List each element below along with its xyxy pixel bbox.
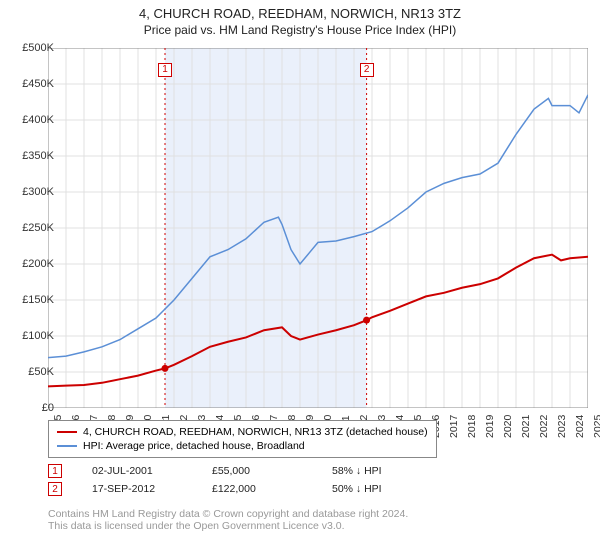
event-badge: 2: [48, 482, 62, 496]
y-tick-label: £100K: [22, 330, 54, 342]
event-date: 17-SEP-2012: [92, 483, 182, 495]
y-tick-label: £0: [42, 402, 54, 414]
x-tick-label: 2019: [484, 415, 496, 438]
y-tick-label: £400K: [22, 114, 54, 126]
y-tick-label: £450K: [22, 78, 54, 90]
y-tick-label: £50K: [28, 366, 54, 378]
x-tick-label: 2017: [448, 415, 460, 438]
legend-label: 4, CHURCH ROAD, REEDHAM, NORWICH, NR13 3…: [83, 426, 428, 438]
x-tick-label: 2020: [502, 415, 514, 438]
event-delta: 58% ↓ HPI: [332, 465, 422, 477]
footer-line1: Contains HM Land Registry data © Crown c…: [48, 508, 408, 520]
footer-line2: This data is licensed under the Open Gov…: [48, 520, 408, 532]
title-line1: 4, CHURCH ROAD, REEDHAM, NORWICH, NR13 3…: [0, 6, 600, 21]
legend-item: HPI: Average price, detached house, Broa…: [57, 439, 428, 453]
legend-swatch: [57, 431, 77, 433]
event-date: 02-JUL-2001: [92, 465, 182, 477]
legend-swatch: [57, 445, 77, 447]
title-line2: Price paid vs. HM Land Registry's House …: [0, 23, 600, 37]
event-row: 1 02-JUL-2001 £55,000 58% ↓ HPI: [48, 462, 422, 480]
event-row: 2 17-SEP-2012 £122,000 50% ↓ HPI: [48, 480, 422, 498]
y-tick-label: £500K: [22, 42, 54, 54]
x-tick-label: 2025: [592, 415, 600, 438]
y-tick-label: £200K: [22, 258, 54, 270]
y-tick-label: £300K: [22, 186, 54, 198]
y-tick-label: £150K: [22, 294, 54, 306]
x-tick-label: 2018: [466, 415, 478, 438]
x-tick-label: 2024: [574, 415, 586, 438]
chart-svg: [48, 48, 588, 408]
footer: Contains HM Land Registry data © Crown c…: [48, 508, 408, 532]
event-delta: 50% ↓ HPI: [332, 483, 422, 495]
sale-events: 1 02-JUL-2001 £55,000 58% ↓ HPI 2 17-SEP…: [48, 462, 422, 498]
x-tick-label: 2022: [538, 415, 550, 438]
chart-title-block: 4, CHURCH ROAD, REEDHAM, NORWICH, NR13 3…: [0, 0, 600, 37]
chart-marker-badge: 2: [360, 63, 374, 77]
price-chart: [48, 48, 588, 408]
legend: 4, CHURCH ROAD, REEDHAM, NORWICH, NR13 3…: [48, 420, 437, 458]
legend-item: 4, CHURCH ROAD, REEDHAM, NORWICH, NR13 3…: [57, 425, 428, 439]
event-badge: 1: [48, 464, 62, 478]
y-tick-label: £350K: [22, 150, 54, 162]
legend-label: HPI: Average price, detached house, Broa…: [83, 440, 305, 452]
chart-marker-badge: 1: [158, 63, 172, 77]
event-price: £122,000: [212, 483, 302, 495]
event-price: £55,000: [212, 465, 302, 477]
x-tick-label: 2023: [556, 415, 568, 438]
y-tick-label: £250K: [22, 222, 54, 234]
x-tick-label: 2021: [520, 415, 532, 438]
